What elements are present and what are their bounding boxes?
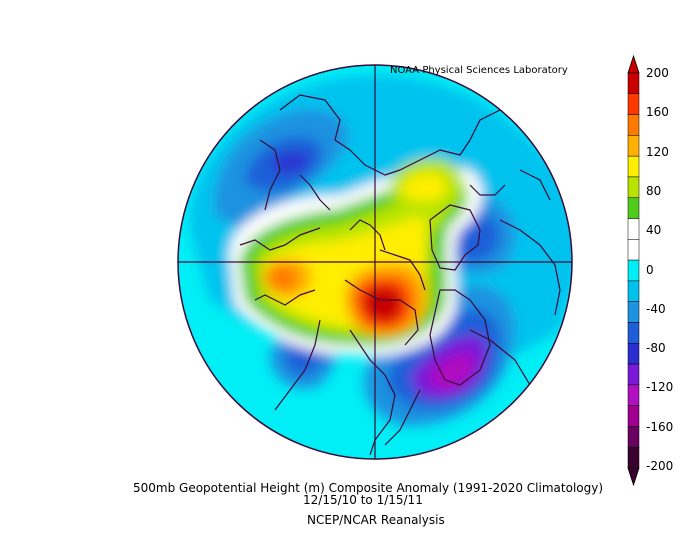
colorbar-tick-label: 40 — [646, 223, 662, 238]
colorbar-swatch — [627, 155, 640, 178]
credit-label: NOAA Physical Sciences Laboratory — [390, 65, 568, 76]
colorbar-tick-label: -120 — [646, 380, 674, 395]
colorbar-tick-label: 80 — [646, 183, 662, 198]
colorbar-tick-label: 160 — [646, 105, 669, 120]
colorbar-swatch — [627, 218, 640, 240]
colorbar-tick-label: 0 — [646, 262, 654, 277]
anomaly-field — [178, 65, 572, 459]
map-border — [177, 64, 573, 460]
date-range: 12/15/10 to 1/15/11 — [303, 493, 423, 507]
colorbar-swatch — [627, 259, 640, 282]
colorbar-swatch — [627, 93, 640, 115]
data-source: NCEP/NCAR Reanalysis — [307, 513, 445, 527]
colorbar-swatch — [627, 176, 640, 198]
colorbar-swatch — [627, 363, 640, 386]
colorbar-swatch — [627, 114, 640, 136]
colorbar-swatch — [627, 72, 640, 95]
colorbar-tick-label: -40 — [646, 301, 666, 316]
map-title: 500mb Geopotential Height (m) Composite … — [133, 481, 604, 495]
colorbar-swatch — [627, 239, 640, 261]
colorbar-tick-label: -200 — [646, 459, 674, 473]
colorbar-swatch — [627, 343, 640, 365]
colorbar-tick-label: -80 — [646, 341, 666, 356]
colorbar — [627, 54, 640, 487]
colorbar-tick-label: 120 — [646, 144, 669, 159]
colorbar-tick-label: -160 — [646, 419, 674, 434]
colorbar-swatch — [627, 446, 640, 469]
colorbar-max-arrow — [627, 54, 640, 74]
colorbar-swatch — [627, 384, 640, 406]
colorbar-swatch — [627, 280, 640, 302]
colorbar-swatch — [627, 322, 640, 344]
colorbar-swatch — [627, 426, 640, 448]
colorbar-tick-label: 200 — [646, 66, 669, 80]
coastlines — [239, 94, 572, 456]
colorbar-min-arrow — [627, 467, 640, 487]
colorbar-swatch — [627, 405, 640, 427]
colorbar-swatch — [627, 301, 640, 323]
colorbar-swatch — [627, 135, 640, 157]
colorbar-swatch — [627, 197, 640, 219]
